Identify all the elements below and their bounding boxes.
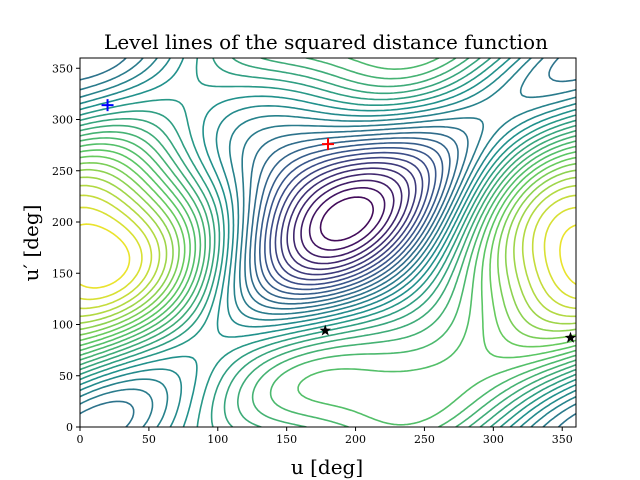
y-axis-label: u′ [deg] bbox=[19, 205, 43, 282]
contour-level bbox=[80, 58, 576, 427]
contour-level bbox=[80, 162, 576, 340]
x-tick-label: 250 bbox=[414, 433, 435, 446]
markers bbox=[101, 99, 576, 343]
x-axis-label: u [deg] bbox=[291, 455, 363, 479]
y-tick-label: 0 bbox=[66, 421, 73, 434]
y-tick-label: 250 bbox=[52, 165, 73, 178]
y-tick-label: 100 bbox=[52, 319, 73, 332]
contour-level bbox=[269, 151, 430, 286]
y-tick-label: 150 bbox=[52, 267, 73, 280]
x-ticks: 0 50 100 150 200 250 300 350 bbox=[77, 427, 573, 446]
star-marker bbox=[564, 331, 576, 343]
contour-level bbox=[80, 155, 576, 348]
contour-level bbox=[80, 58, 576, 427]
x-tick-label: 0 bbox=[77, 433, 84, 446]
contour-level bbox=[80, 168, 576, 332]
y-ticks: 0 50 100 150 200 250 300 350 bbox=[52, 62, 80, 434]
chart-title: Level lines of the squared distance func… bbox=[104, 30, 548, 54]
contour-level bbox=[80, 58, 576, 427]
y-tick-label: 350 bbox=[52, 62, 73, 75]
plot-frame bbox=[79, 57, 577, 428]
contour-level bbox=[280, 162, 417, 276]
star-marker bbox=[319, 324, 331, 336]
contour-level bbox=[80, 143, 576, 426]
x-tick-label: 300 bbox=[483, 433, 504, 446]
contour-level bbox=[80, 206, 576, 301]
contour-level bbox=[249, 131, 459, 305]
contour-level bbox=[319, 196, 374, 242]
contour-level bbox=[80, 223, 576, 289]
x-tick-label: 350 bbox=[552, 433, 573, 446]
contour-level bbox=[264, 147, 437, 291]
y-tick-label: 50 bbox=[59, 370, 73, 383]
x-tick-label: 150 bbox=[276, 433, 297, 446]
contour-level bbox=[80, 58, 576, 427]
contour-level bbox=[80, 176, 576, 325]
contour-level bbox=[80, 58, 576, 427]
contour-lines bbox=[80, 58, 576, 427]
contour-level bbox=[80, 184, 576, 318]
contour-level bbox=[308, 187, 386, 251]
contour-level bbox=[80, 149, 576, 359]
contour-level bbox=[300, 179, 395, 258]
y-tick-label: 300 bbox=[52, 114, 73, 127]
contour-level bbox=[286, 167, 410, 271]
contour-level bbox=[80, 194, 576, 310]
y-tick-label: 200 bbox=[52, 216, 73, 229]
contour-level bbox=[274, 156, 424, 281]
contour-level bbox=[80, 58, 576, 427]
contour-level bbox=[80, 58, 576, 427]
contour-level bbox=[80, 58, 576, 427]
x-tick-label: 200 bbox=[345, 433, 366, 446]
x-tick-label: 50 bbox=[142, 433, 156, 446]
contour-level bbox=[293, 173, 403, 265]
contour-level bbox=[254, 137, 451, 300]
blue-plus-marker bbox=[101, 99, 114, 112]
x-tick-label: 100 bbox=[207, 433, 228, 446]
red-plus-marker bbox=[322, 138, 334, 151]
contour-level bbox=[80, 58, 576, 427]
contour-level bbox=[80, 58, 576, 427]
contour-level bbox=[259, 142, 444, 295]
